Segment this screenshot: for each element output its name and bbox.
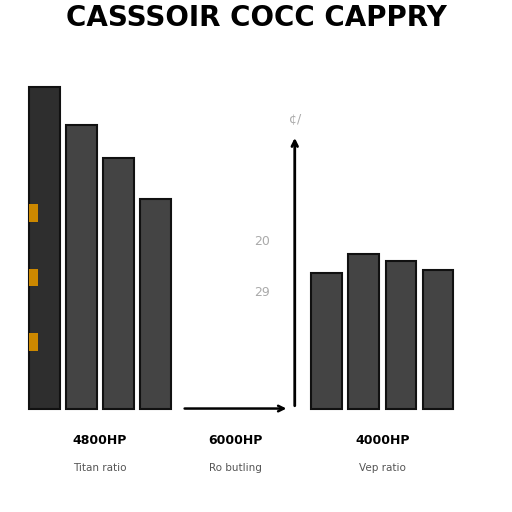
Text: Titan ratio: Titan ratio <box>73 463 126 473</box>
Bar <box>140 200 171 409</box>
Bar <box>29 87 59 409</box>
Text: 4000HP: 4000HP <box>355 434 410 447</box>
Bar <box>29 269 37 286</box>
Bar <box>349 254 379 409</box>
Text: CASSSOIR COCC CAPPRY: CASSSOIR COCC CAPPRY <box>66 4 446 32</box>
Bar <box>422 270 453 409</box>
Bar <box>66 125 97 409</box>
Bar <box>386 261 416 409</box>
Text: 6000HP: 6000HP <box>208 434 263 447</box>
Text: 4800HP: 4800HP <box>73 434 127 447</box>
Text: Ro butling: Ro butling <box>209 463 262 473</box>
Text: Vep ratio: Vep ratio <box>359 463 406 473</box>
Text: 20: 20 <box>254 234 270 248</box>
Text: 29: 29 <box>254 286 270 299</box>
Bar <box>311 273 342 409</box>
Bar <box>29 204 37 222</box>
Bar <box>103 158 134 409</box>
Text: ¢/: ¢/ <box>289 113 301 125</box>
Bar <box>29 333 37 351</box>
